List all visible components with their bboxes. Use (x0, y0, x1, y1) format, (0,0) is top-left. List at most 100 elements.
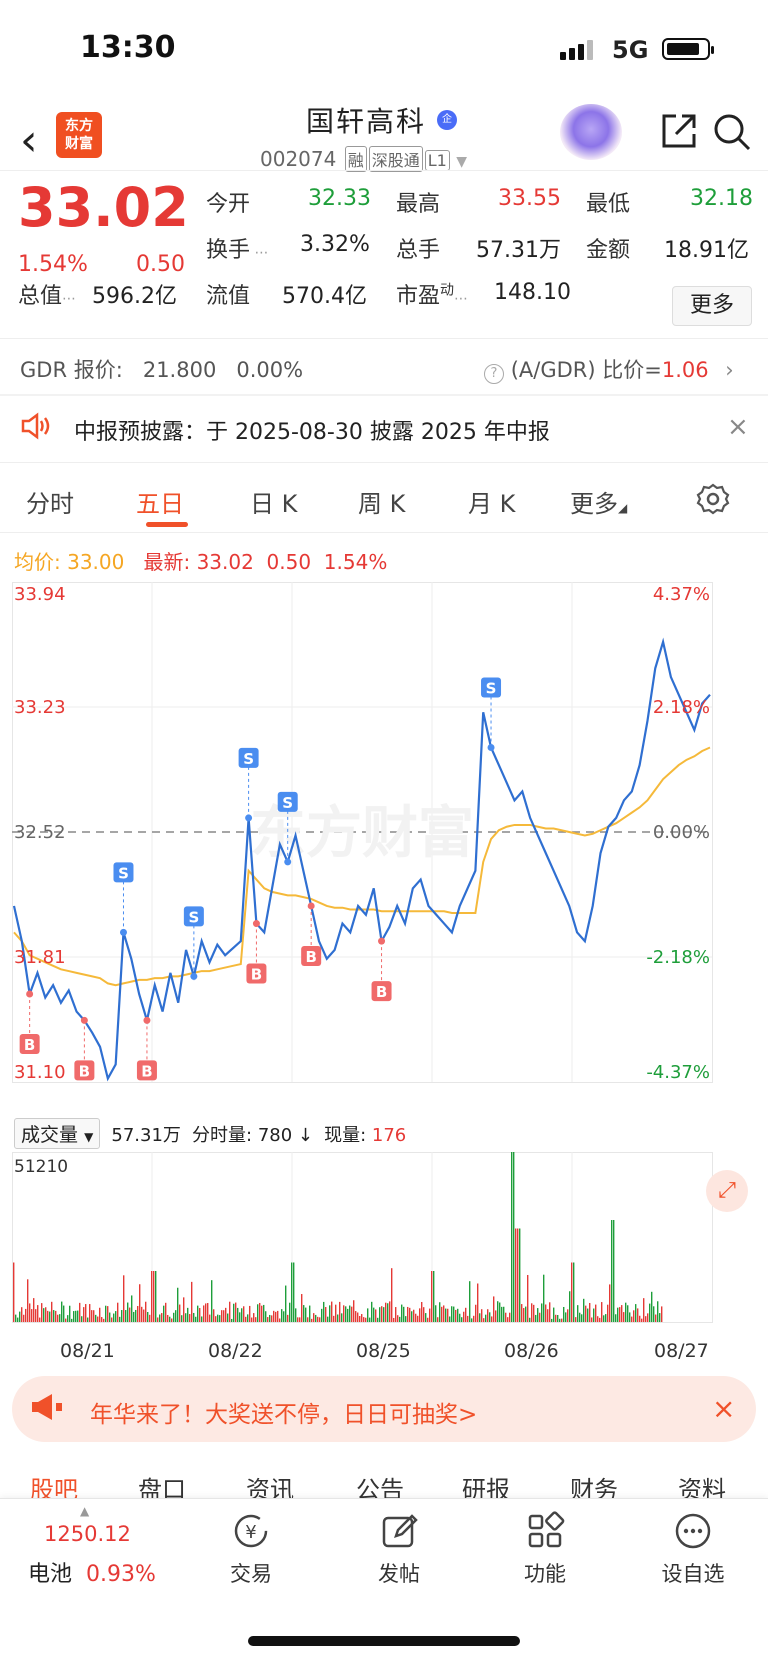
volume-bar (53, 1310, 55, 1322)
sector-name: 电池 (28, 1562, 73, 1587)
volume-frame (12, 1152, 713, 1323)
sector-index[interactable]: 电池 0.93% (28, 1556, 156, 1588)
grid-icon (490, 1510, 600, 1552)
volume-bar (509, 1312, 511, 1322)
expand-icon[interactable]: ⤢ (706, 1170, 748, 1212)
date-label: 08/26 (504, 1340, 559, 1362)
sell-marker: S (277, 791, 298, 812)
volume-bar (15, 1314, 17, 1322)
volume-bar (521, 1304, 523, 1322)
pe-value: 148.10 (494, 280, 571, 305)
svg-text:S: S (188, 908, 199, 926)
volume-bar (93, 1310, 95, 1322)
add-watchlist-button[interactable]: 设自选 (638, 1510, 748, 1588)
volume-bar (507, 1317, 509, 1322)
share-icon[interactable] (660, 112, 698, 154)
volume-bar (269, 1314, 271, 1322)
volume-header: 成交量 ▼ 57.31万 分时量: 780 ↓ 现量: 176 (14, 1118, 406, 1149)
trade-button[interactable]: ¥ 交易 (196, 1510, 306, 1588)
tab-month-k[interactable]: 月 K (468, 490, 516, 518)
volume-bar (401, 1304, 403, 1322)
volume-bar (603, 1315, 605, 1322)
functions-button[interactable]: 功能 (490, 1510, 600, 1588)
tab-day-k[interactable]: 日 K (250, 490, 298, 518)
svg-text:B: B (79, 1062, 90, 1080)
stock-code: 002074 (260, 147, 337, 171)
svg-text:S: S (282, 794, 293, 812)
volume-bar (559, 1318, 561, 1322)
search-icon[interactable] (712, 112, 752, 156)
volume-bar (601, 1302, 603, 1322)
y-tick-right: 4.37% (653, 584, 710, 605)
volume-bar (321, 1308, 323, 1322)
volume-bar (331, 1301, 333, 1322)
tab-five-day[interactable]: 五日 (136, 490, 184, 518)
notice-text[interactable]: 中报预披露：于 2025-08-30 披露 2025 年中报 (74, 420, 550, 445)
more-quote-button[interactable]: 更多 (672, 286, 752, 326)
volume-bar (19, 1311, 21, 1322)
fenshi-volume: 分时量: 780 ↓ (192, 1125, 313, 1146)
volume-bar (23, 1314, 25, 1322)
marker-dot (119, 928, 127, 936)
buy-marker: B (19, 1033, 40, 1054)
volume-bar (83, 1307, 85, 1322)
volume-bar (575, 1317, 577, 1322)
stock-code-row[interactable]: 002074 融深股通 L1 ▼ (260, 146, 467, 172)
volume-bar (589, 1302, 591, 1322)
volume-bar (145, 1301, 147, 1322)
volume-bar (291, 1262, 293, 1322)
volume-bar (363, 1317, 365, 1322)
volume-bar (125, 1310, 127, 1322)
date-label: 08/21 (60, 1340, 115, 1362)
volume-bar (547, 1309, 549, 1322)
volume-bar (471, 1318, 473, 1322)
speaker-icon (20, 412, 52, 444)
volume-bar (495, 1310, 497, 1322)
volume-bar (169, 1316, 171, 1322)
volume-bar (241, 1308, 243, 1322)
tab-more[interactable]: 更多◢ (570, 490, 628, 518)
post-button[interactable]: 发帖 (344, 1510, 454, 1588)
assistant-avatar[interactable] (560, 104, 622, 160)
volume-bar (33, 1298, 35, 1322)
volume-bar (39, 1317, 41, 1322)
volume-bar (95, 1314, 97, 1322)
edit-icon (344, 1510, 454, 1552)
volume-value: 57.31万 (476, 238, 561, 263)
sector-index-value[interactable]: 1250.12 (44, 1522, 131, 1546)
gdr-ratio-label: (A/GDR) 比价= (510, 358, 662, 382)
volume-bar (285, 1285, 287, 1322)
promo-banner[interactable] (12, 1376, 756, 1442)
gdr-ratio[interactable]: ? (A/GDR) 比价=1.06 › (484, 354, 734, 384)
volume-bar (473, 1315, 475, 1322)
volume-bar (265, 1311, 267, 1322)
tab-week-k[interactable]: 周 K (358, 490, 406, 518)
volume-bar (409, 1307, 411, 1322)
date-label: 08/25 (356, 1340, 411, 1362)
volume-bar (225, 1307, 227, 1322)
gear-icon[interactable] (696, 482, 730, 520)
volume-bar (79, 1302, 81, 1322)
volume-bar (283, 1311, 285, 1322)
tab-fenshi[interactable]: 分时 (26, 490, 74, 518)
volume-chart: 51210 (12, 1152, 713, 1323)
volume-indicator-select[interactable]: 成交量 ▼ (14, 1118, 101, 1149)
app-logo[interactable]: 东方财富 (56, 112, 102, 158)
close-icon[interactable]: × (712, 1392, 736, 1425)
volume-bar (441, 1306, 443, 1322)
close-icon[interactable]: × (727, 412, 749, 442)
volume-bar (345, 1306, 347, 1322)
svg-text:B: B (305, 948, 316, 966)
volume-bar (163, 1305, 165, 1322)
promo-text[interactable]: 年华来了！大奖送不停，日日可抽奖> (90, 1402, 478, 1428)
divider (0, 462, 768, 463)
sector-pct: 0.93% (86, 1562, 156, 1587)
volume-bar (651, 1291, 653, 1322)
stock-name: 国轩高科 (306, 105, 427, 138)
volume-bar (287, 1314, 289, 1322)
volume-bar (381, 1306, 383, 1322)
volume-bar (641, 1318, 643, 1322)
volume-bar (315, 1314, 317, 1322)
back-icon[interactable]: ‹ (20, 115, 38, 166)
